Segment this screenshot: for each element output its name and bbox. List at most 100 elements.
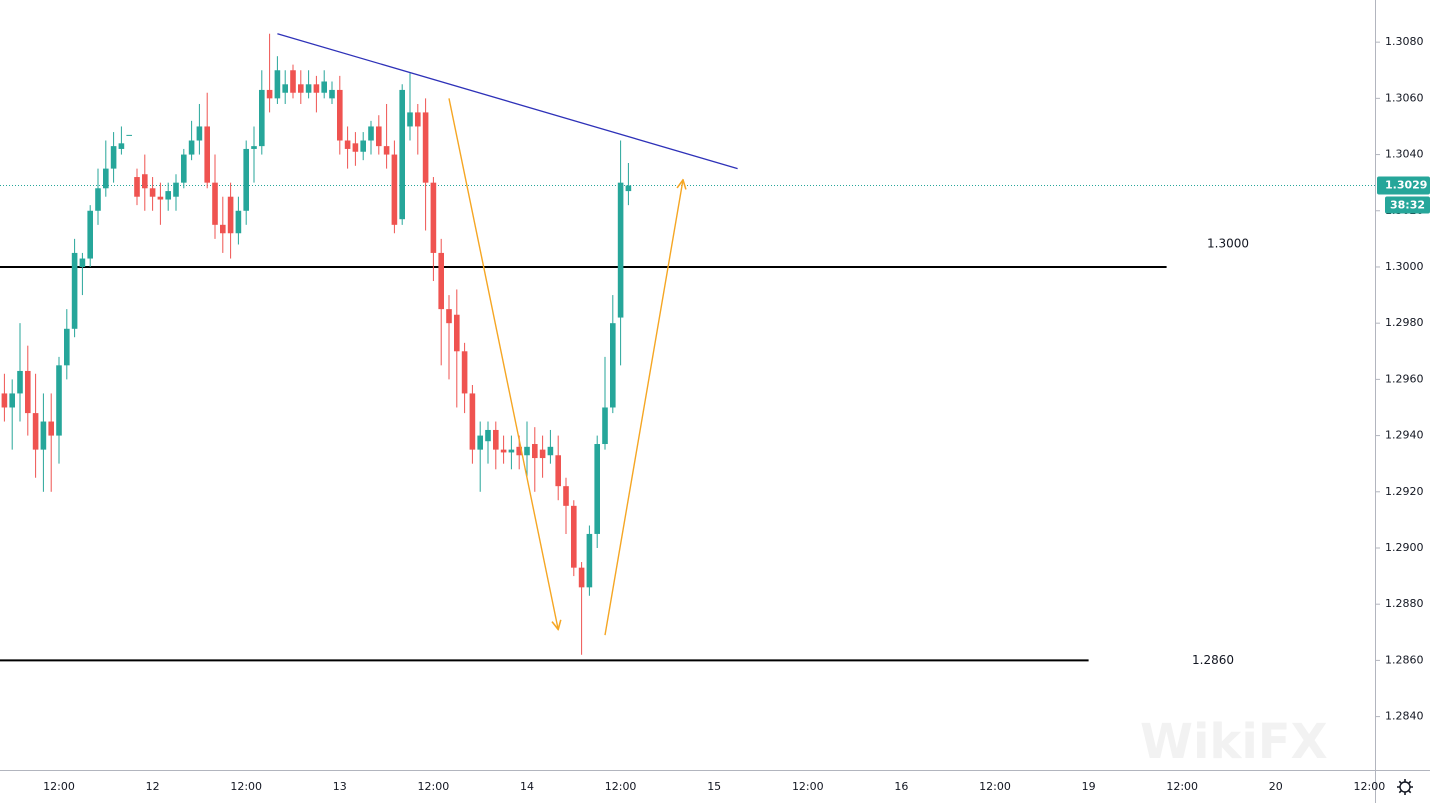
candle-body [430,182,437,253]
candle-body [415,112,421,127]
candle-body [1,393,8,408]
candle-body [149,188,156,197]
candle-body [617,182,624,318]
candle-body [64,328,70,366]
candle-body [95,188,101,211]
candle-body [79,258,86,267]
candle-body [571,505,577,568]
candle-body [188,140,195,155]
candle-body [454,314,460,352]
x-tick-label: 12:00 [230,780,262,793]
x-tick-label: 12 [146,780,160,793]
candle-body [610,323,616,408]
plot-area: WikiFX 1.3000 1.2860 [0,33,1375,770]
arrow [604,180,683,636]
candle-body [563,486,569,506]
candle-body [142,174,148,189]
candle-body [360,140,366,152]
countdown-label: 38:32 [1390,198,1425,211]
y-tick-label: 1.3000 [1385,260,1424,273]
candle-body [602,407,608,445]
candle-body [516,446,522,456]
candle-body [298,84,304,93]
candle-body [118,143,125,149]
candle-body [25,370,31,414]
candle-body [212,182,218,225]
settings-icon[interactable] [1397,779,1413,795]
x-tick-label: 16 [894,780,908,793]
x-tick-label: 15 [707,780,721,793]
candle-body [196,126,203,141]
x-tick-label: 12:00 [1354,780,1386,793]
y-tick-label: 1.2980 [1385,316,1424,329]
x-tick-label: 12:00 [43,780,75,793]
candle-body [157,196,164,200]
x-tick-label: 19 [1082,780,1096,793]
y-tick-label: 1.2860 [1385,653,1424,666]
trendline [277,33,738,170]
candle-body [407,112,413,127]
x-tick-label: 14 [520,780,534,793]
candle-body [532,444,538,459]
candle-body [329,89,335,99]
candle-body [266,89,273,99]
candle-body [399,89,405,220]
candle-body [181,154,187,183]
arrow [448,98,558,629]
candle-body [469,393,476,450]
x-tick-label: 12:00 [979,780,1011,793]
candle-body [87,210,93,259]
candle-body [17,370,23,394]
level-label: 1.2860 [1192,653,1234,667]
candle-body [594,444,600,534]
candle-body [243,148,249,211]
candle-body [251,146,257,149]
candle-body [173,182,179,197]
candle-body [477,435,483,450]
candle-body [40,421,47,450]
price-axis-panel [1375,0,1430,803]
candle-body [344,140,351,149]
candle-body [586,533,593,588]
candle-body [625,185,632,192]
x-tick-label: 13 [333,780,347,793]
y-tick-label: 1.2940 [1385,429,1424,442]
candle-body [524,446,530,456]
y-tick-label: 1.3040 [1385,148,1424,161]
candle-body [547,446,554,456]
candle-body [134,177,140,197]
candle-body [500,449,507,453]
candle-body [274,70,281,99]
y-tick-label: 1.2960 [1385,372,1424,385]
candle-body [391,154,398,225]
candle-body [290,70,296,93]
candle-body [313,84,320,93]
y-tick-label: 1.2840 [1385,710,1424,723]
candle-body [71,252,78,329]
candle-body [422,112,429,183]
candle-body [485,429,491,442]
candle-body [446,309,452,324]
candle-body [461,351,468,394]
y-tick-label: 1.2900 [1385,541,1424,554]
candle-body [126,134,132,136]
x-tick-label: 12:00 [792,780,824,793]
countdown-badge [1385,196,1430,214]
x-tick-label: 12:00 [605,780,637,793]
candle-body [32,413,39,450]
candle-body [235,210,242,234]
y-tick-label: 1.2880 [1385,597,1424,610]
candle-body [305,84,312,93]
candle-body [555,455,561,487]
candle-body [48,421,54,436]
candle-body [56,365,62,436]
candle-body [165,191,171,200]
candle-body [220,224,226,234]
candle-body [578,567,585,588]
x-tick-label: 12:00 [1166,780,1198,793]
candle-body [376,126,382,147]
x-tick-label: 12:00 [418,780,450,793]
